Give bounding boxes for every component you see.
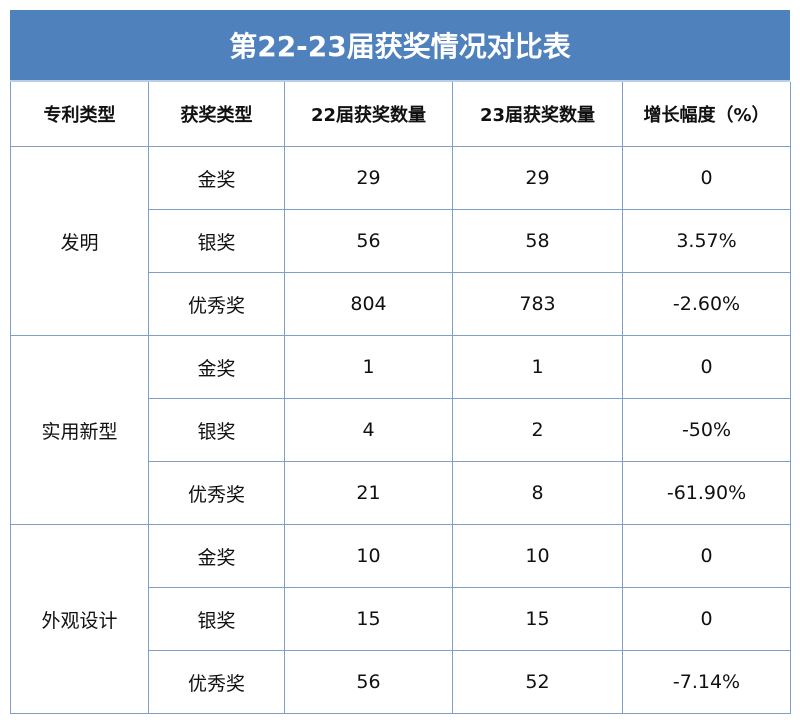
count-23-cell: 1 [452,335,623,399]
comparison-table-frame: 第22-23届获奖情况对比表 专利类型 获奖类型 22届获奖数量 23届获奖数量… [10,10,791,714]
count-22-cell: 56 [284,650,453,714]
table-row: 实用新型 金奖 1 1 0 [10,335,791,525]
header-growth: 增长幅度（%） [622,82,791,147]
award-cell: 优秀奖 [148,461,285,525]
header-count-23: 23届获奖数量 [452,82,623,147]
growth-cell: -61.90% [622,461,791,525]
patent-type-cell: 实用新型 [10,335,149,525]
count-22-cell: 21 [284,461,453,525]
count-22-cell: 29 [284,146,453,210]
count-23-cell: 15 [452,587,623,651]
count-23-cell: 29 [452,146,623,210]
header-award-type: 获奖类型 [148,82,285,147]
award-cell: 优秀奖 [148,650,285,714]
award-comparison-table: 专利类型 获奖类型 22届获奖数量 23届获奖数量 增长幅度（%） 发明 金奖 … [10,82,791,714]
growth-cell: 0 [622,587,791,651]
count-22-cell: 804 [284,272,453,336]
table-title: 第22-23届获奖情况对比表 [10,10,790,82]
count-23-cell: 2 [452,398,623,462]
table-row: 优秀奖 21 8 -61.90% [11,461,791,525]
award-cell: 银奖 [148,209,285,273]
count-22-cell: 1 [284,335,453,399]
growth-cell: -2.60% [622,272,791,336]
count-23-cell: 8 [452,461,623,525]
header-patent-type: 专利类型 [10,82,149,147]
header-count-22: 22届获奖数量 [284,82,453,147]
table-row: 优秀奖 56 52 -7.14% [11,650,791,714]
table-row: 发明 金奖 29 29 0 [10,146,791,336]
growth-cell: 0 [622,146,791,210]
growth-cell: 3.57% [622,209,791,273]
award-cell: 银奖 [148,398,285,462]
count-22-cell: 15 [284,587,453,651]
header-row: 专利类型 获奖类型 22届获奖数量 23届获奖数量 增长幅度（%） [10,82,791,147]
award-cell: 银奖 [148,587,285,651]
count-22-cell: 56 [284,209,453,273]
count-23-cell: 52 [452,650,623,714]
table-row: 银奖 56 58 3.57% [11,209,791,273]
count-23-cell: 783 [452,272,623,336]
count-23-cell: 58 [452,209,623,273]
award-cell: 金奖 [148,146,285,210]
count-23-cell: 10 [452,524,623,588]
count-22-cell: 4 [284,398,453,462]
patent-type-cell: 外观设计 [10,524,149,714]
table-row: 优秀奖 804 783 -2.60% [11,272,791,336]
count-22-cell: 10 [284,524,453,588]
award-cell: 金奖 [148,335,285,399]
table-row: 银奖 15 15 0 [11,587,791,651]
table-row: 外观设计 金奖 10 10 0 [10,524,791,714]
award-cell: 优秀奖 [148,272,285,336]
patent-type-cell: 发明 [10,146,149,336]
table-row: 银奖 4 2 -50% [11,398,791,462]
growth-cell: 0 [622,524,791,588]
growth-cell: 0 [622,335,791,399]
award-cell: 金奖 [148,524,285,588]
growth-cell: -7.14% [622,650,791,714]
growth-cell: -50% [622,398,791,462]
